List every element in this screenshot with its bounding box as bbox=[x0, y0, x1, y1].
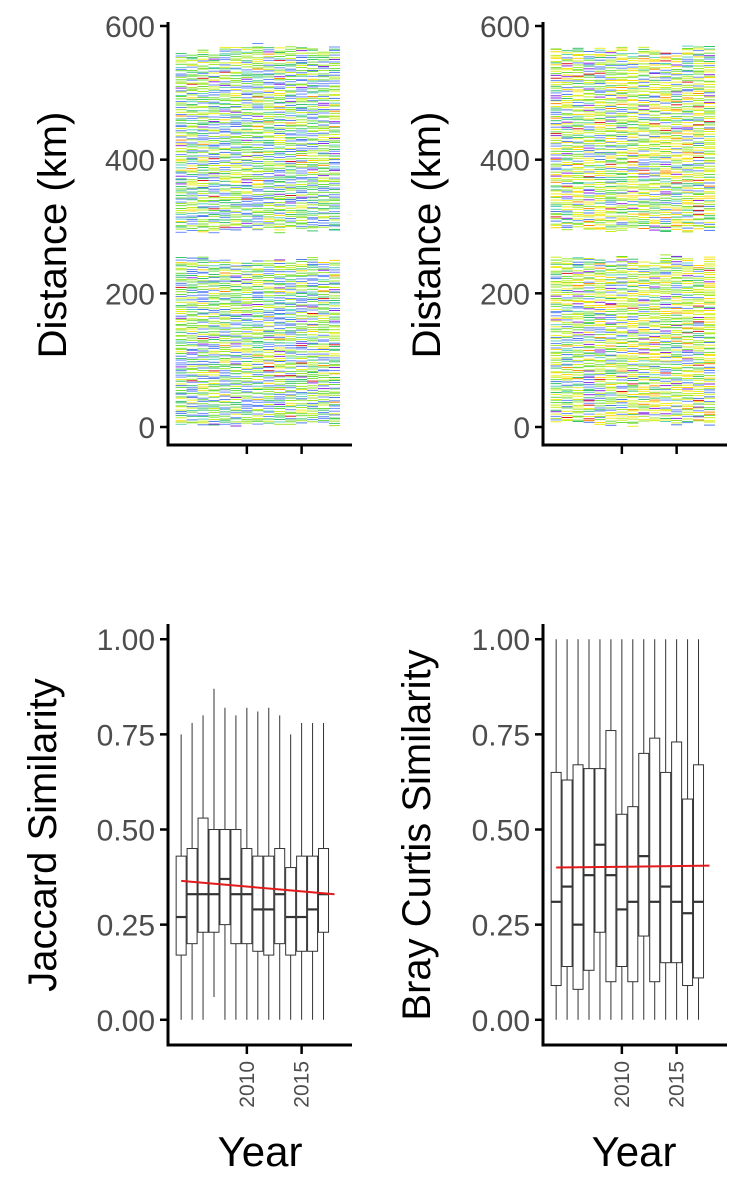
axes: 0 200 400 600 bbox=[480, 11, 727, 454]
y-axis-title: Distance (km) bbox=[31, 112, 75, 359]
x-tick-label: 2015 bbox=[291, 1061, 314, 1108]
axes: 0 200 400 600 bbox=[105, 11, 352, 454]
box-marks bbox=[550, 639, 710, 1020]
box-body bbox=[318, 848, 330, 933]
panel-top-left: 0 200 400 600 Distance (km) bbox=[31, 11, 352, 454]
trend-line bbox=[181, 879, 335, 896]
strip-marks bbox=[175, 43, 340, 427]
y-tick-label: 600 bbox=[480, 11, 530, 44]
box-body bbox=[208, 829, 220, 933]
y-tick-label: 400 bbox=[105, 145, 155, 178]
box-body bbox=[307, 855, 319, 952]
y-axis-title: Distance (km) bbox=[405, 112, 449, 359]
box-body bbox=[274, 848, 286, 945]
box-body bbox=[296, 855, 308, 952]
box-marks bbox=[175, 688, 335, 1020]
y-tick-label: 0 bbox=[513, 412, 530, 445]
strip-marks bbox=[550, 45, 715, 427]
y-axis-title: Jaccard Similarity bbox=[21, 678, 65, 991]
box-body bbox=[186, 848, 198, 945]
y-tick-label: 0.25 bbox=[97, 910, 155, 943]
y-tick-label: 600 bbox=[105, 11, 155, 44]
box-body bbox=[197, 817, 209, 933]
box-body bbox=[175, 855, 187, 956]
axes: 0.00 0.25 0.50 0.75 1.00 2010 2015 bbox=[97, 624, 352, 1108]
y-tick-label: 1.00 bbox=[97, 624, 155, 657]
box-body bbox=[252, 855, 264, 952]
y-tick-label: 0.00 bbox=[97, 1005, 155, 1038]
box-body bbox=[285, 867, 297, 956]
panel-bottom-left: 0.00 0.25 0.50 0.75 1.00 2010 2015 Jaccard Sim… bbox=[21, 624, 352, 1175]
y-tick-label: 0.50 bbox=[97, 815, 155, 848]
box-body bbox=[241, 848, 253, 945]
panel-top-right: 0 200 400 600 Distance (km) bbox=[405, 11, 727, 454]
x-tick-label: 2010 bbox=[236, 1061, 259, 1108]
y-tick-label: 0 bbox=[138, 412, 155, 445]
y-tick-label: 400 bbox=[480, 145, 530, 178]
y-tick-label: 200 bbox=[105, 278, 155, 311]
box-body bbox=[219, 829, 231, 926]
x-axis-title: Year bbox=[218, 1128, 303, 1175]
y-tick-label: 0.75 bbox=[97, 719, 155, 752]
y-tick-label: 200 bbox=[480, 278, 530, 311]
box-body bbox=[263, 855, 275, 956]
